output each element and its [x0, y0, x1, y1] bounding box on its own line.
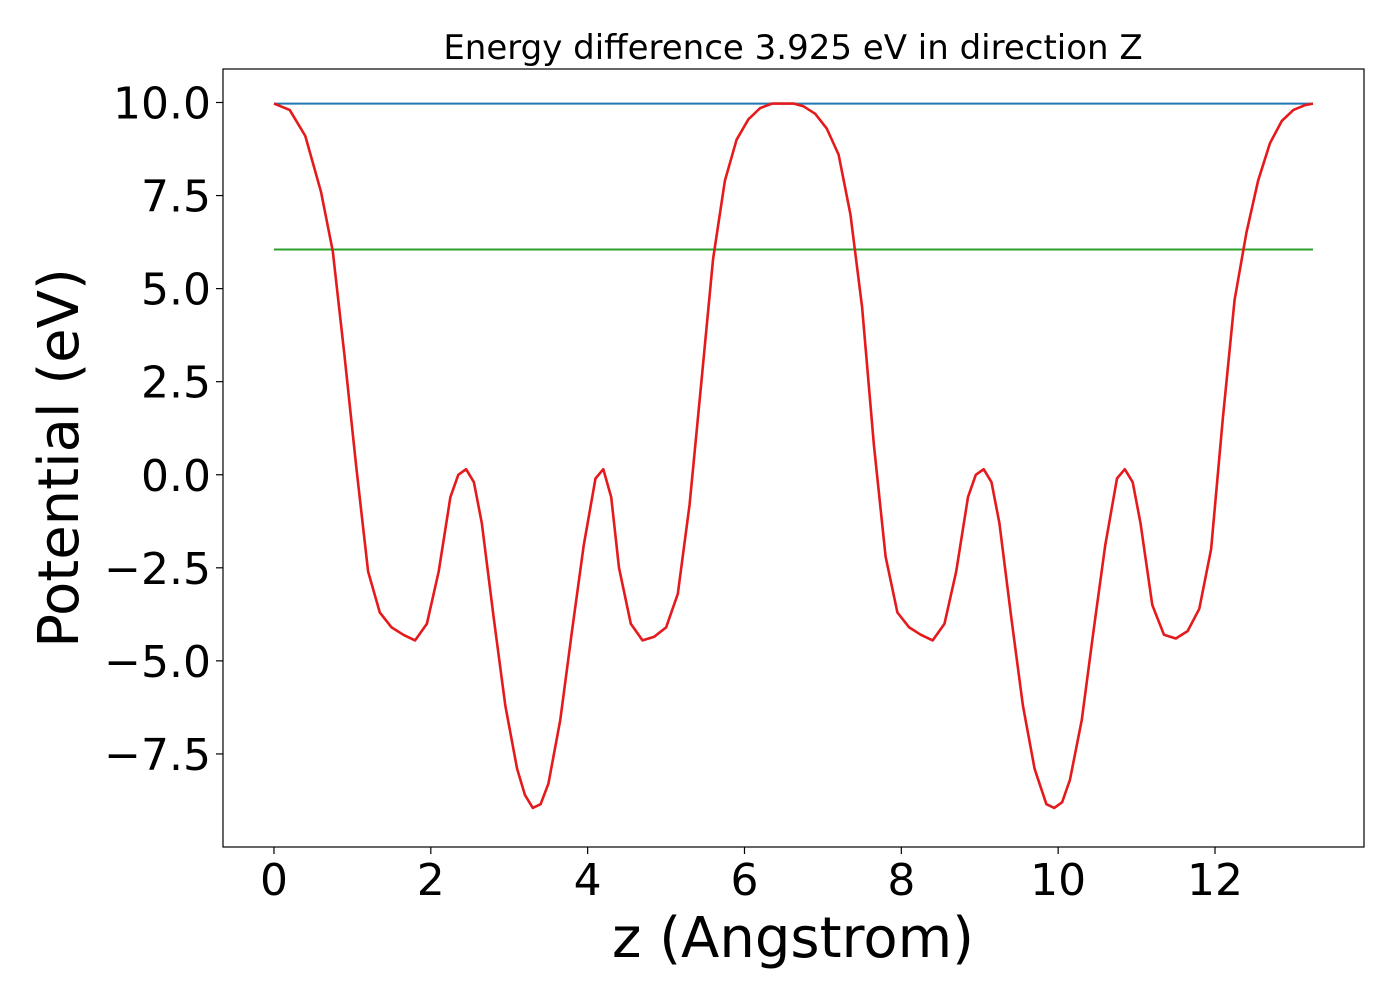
y-tick-label: −2.5 [104, 544, 211, 595]
y-tick-label: 0.0 [141, 451, 211, 502]
series-layer [273, 102, 1314, 810]
y-axis-label: Potential (eV) [27, 268, 92, 648]
x-tick-label: 2 [417, 855, 445, 906]
x-tick-label: 4 [574, 855, 602, 906]
x-tick-label: 10 [1030, 855, 1086, 906]
y-tick-label: 2.5 [141, 358, 211, 409]
plot-frame [222, 68, 1365, 848]
y-axis: 10.0 7.5 5.0 2.5 0.0 −2.5 −5.0 −7.5 [104, 79, 223, 781]
chart-title: Energy difference 3.925 eV in direction … [443, 28, 1142, 68]
series-line-potential [273, 102, 1314, 810]
y-tick-label: −7.5 [104, 730, 211, 781]
y-tick-label: 5.0 [141, 265, 211, 316]
x-tick-label: 0 [260, 855, 288, 906]
y-tick-label: 10.0 [113, 79, 211, 130]
x-axis-label: z (Angstrom) [612, 906, 974, 971]
x-tick-label: 8 [887, 855, 915, 906]
y-tick-label: 7.5 [141, 172, 211, 223]
x-tick-label: 6 [730, 855, 758, 906]
x-axis: 0 2 4 6 8 10 12 [260, 847, 1243, 906]
y-tick-label: −5.0 [104, 637, 211, 688]
x-tick-label: 12 [1187, 855, 1243, 906]
